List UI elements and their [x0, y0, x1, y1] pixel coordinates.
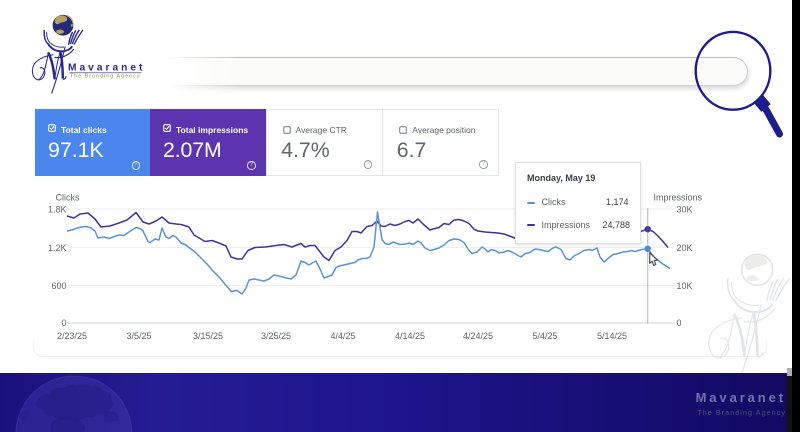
svg-text:10K: 10K [677, 281, 693, 291]
svg-text:Clicks: Clicks [56, 192, 80, 202]
svg-text:4/14/25: 4/14/25 [395, 331, 425, 341]
svg-text:4/24/25: 4/24/25 [463, 331, 493, 341]
svg-text:30K: 30K [677, 204, 693, 214]
svg-text:600: 600 [51, 281, 66, 291]
svg-text:20K: 20K [677, 243, 693, 253]
svg-text:3/5/25: 3/5/25 [126, 331, 151, 341]
svg-text:5/14/25: 5/14/25 [597, 331, 627, 341]
svg-text:1.8K: 1.8K [48, 204, 67, 214]
svg-text:2/23/25: 2/23/25 [57, 331, 87, 341]
svg-text:0: 0 [677, 318, 682, 328]
svg-text:3/25/25: 3/25/25 [261, 331, 291, 341]
svg-text:4/4/25: 4/4/25 [330, 331, 355, 341]
svg-text:0: 0 [61, 318, 66, 328]
svg-text:Impressions: Impressions [654, 192, 703, 202]
svg-text:5/4/25: 5/4/25 [532, 331, 557, 341]
svg-text:Mavaranet: Mavaranet [68, 63, 145, 74]
svg-text:1.2K: 1.2K [48, 243, 67, 253]
svg-text:The Branding Agency: The Branding Agency [70, 74, 141, 80]
svg-text:3/15/25: 3/15/25 [193, 331, 223, 341]
